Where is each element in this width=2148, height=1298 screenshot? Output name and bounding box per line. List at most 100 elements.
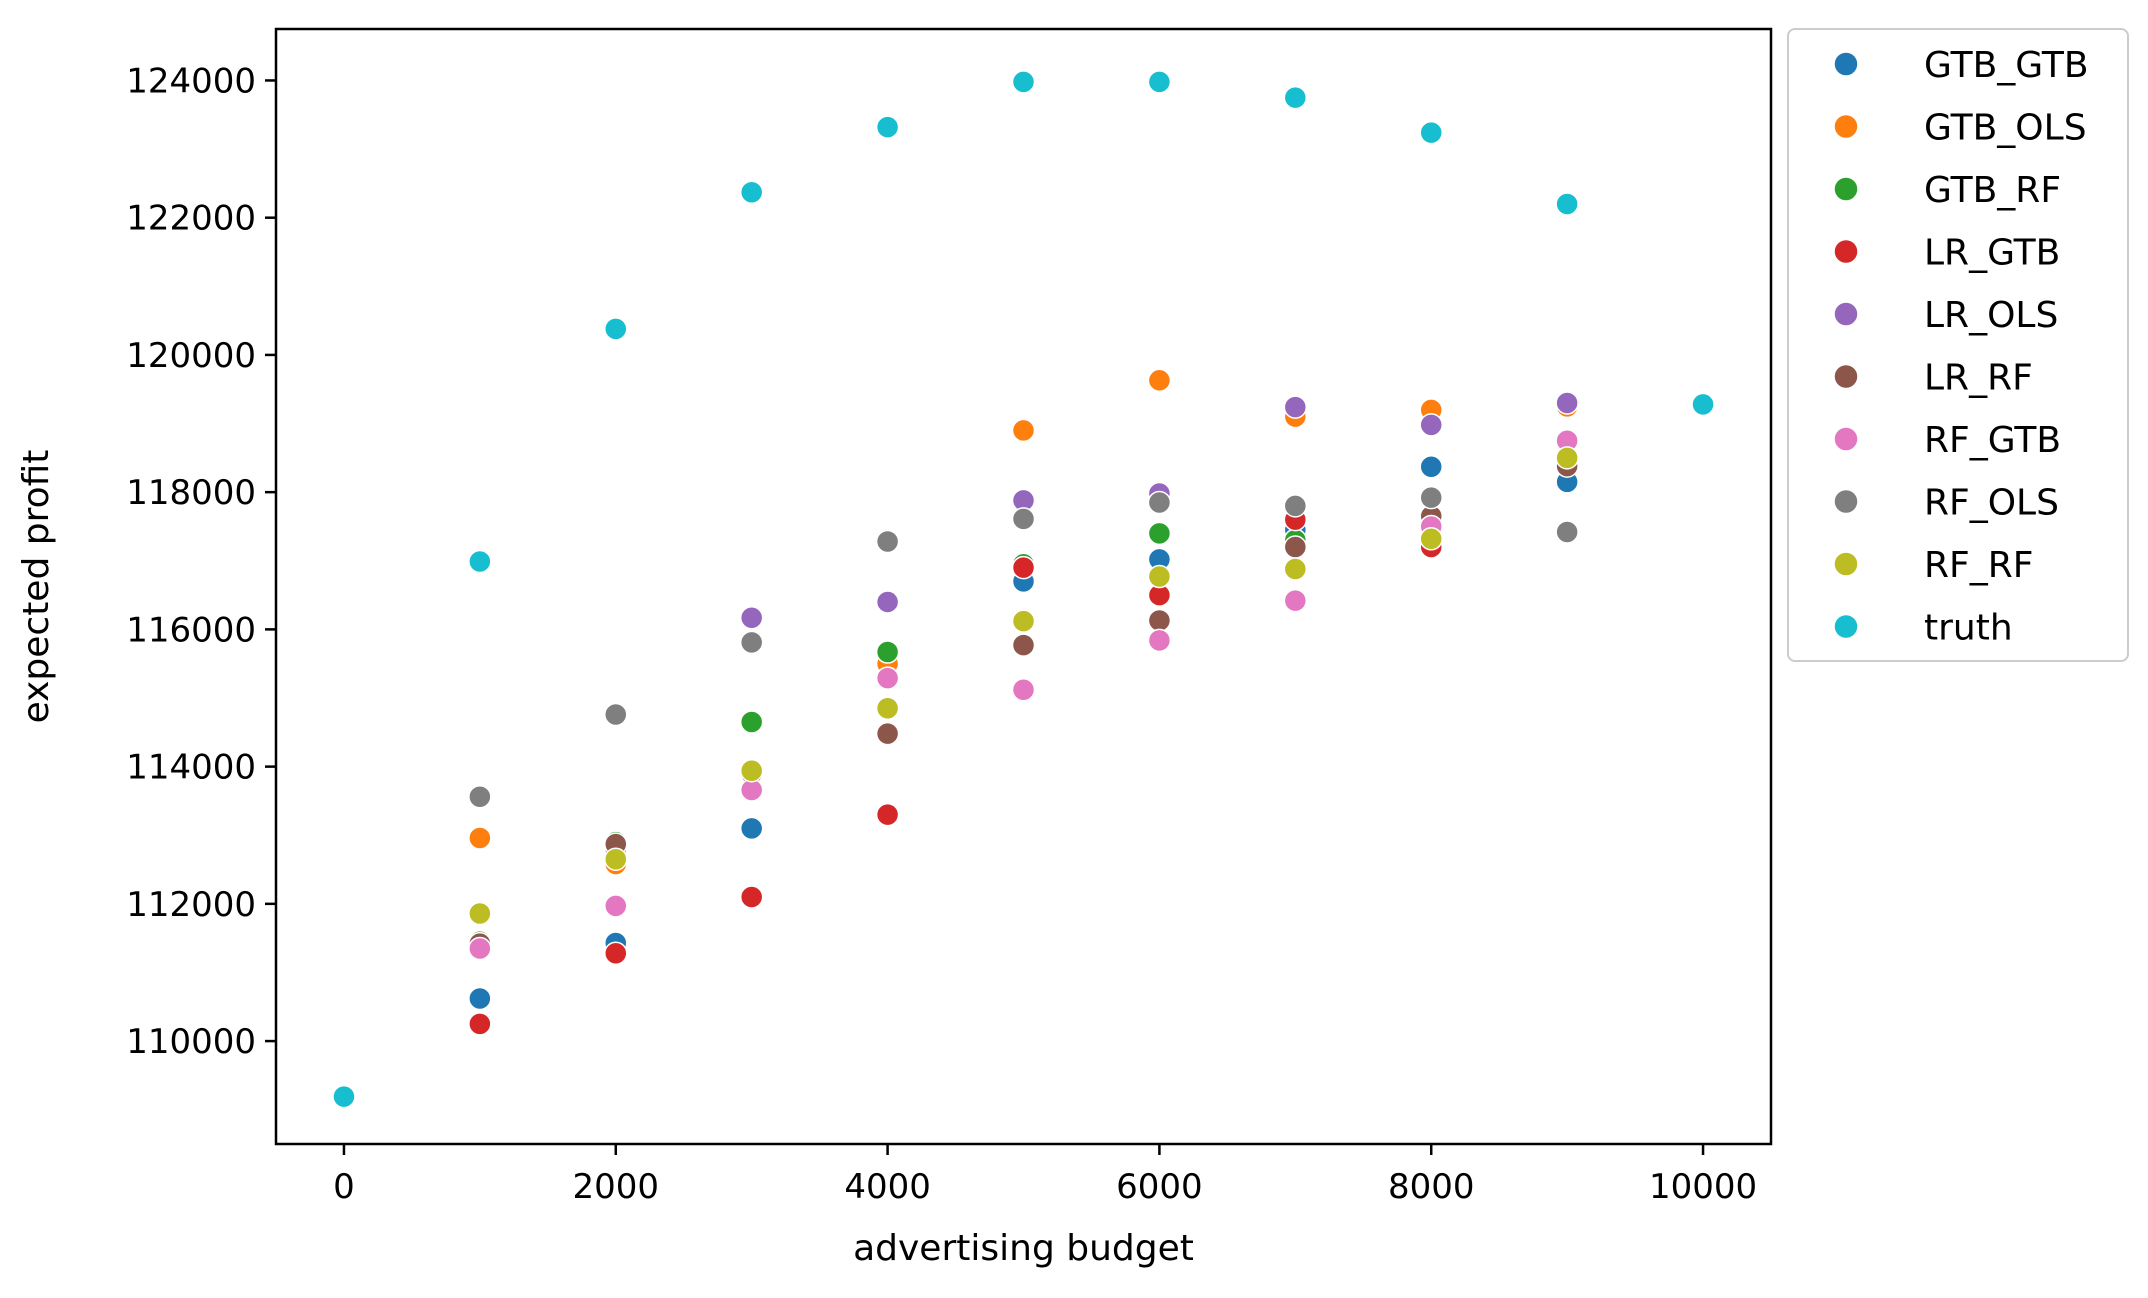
y-tick-label: 114000 <box>126 748 256 788</box>
data-point-rf-ols <box>1011 507 1036 531</box>
y-axis-label: expected profit <box>16 450 57 724</box>
data-point-rf-gtb <box>468 936 492 961</box>
data-point-lr-ols <box>739 605 764 630</box>
legend-marker-gtb-rf <box>1833 176 1859 202</box>
data-point-rf-rf <box>739 758 764 783</box>
data-point-truth <box>332 1084 356 1109</box>
data-point-rf-ols <box>1555 520 1579 544</box>
legend-marker-rf-rf <box>1833 551 1859 577</box>
data-point-gtb-gtb <box>1419 455 1443 479</box>
data-point-lr-gtb <box>1011 555 1036 580</box>
data-point-rf-rf <box>1555 446 1579 470</box>
legend-entries: GTB_GTB GTB_OLS GTB_RF LR_GTB LR_OLS LR_RF RF_… <box>1833 45 2089 649</box>
x-tick-label: 0 <box>333 1167 355 1207</box>
legend-frame <box>1787 28 2129 662</box>
x-tick-label: 4000 <box>844 1167 931 1207</box>
data-point-rf-rf <box>1011 609 1036 633</box>
y-tick-label: 110000 <box>126 1022 256 1062</box>
data-point-gtb-ols <box>1011 418 1036 443</box>
legend-marker-lr-rf <box>1833 363 1859 390</box>
data-point-lr-ols <box>1555 391 1579 415</box>
data-point-rf-rf <box>1419 527 1443 551</box>
data-point-lr-rf <box>875 721 900 746</box>
y-tick-label: 122000 <box>126 199 256 239</box>
data-point-truth <box>604 317 628 341</box>
y-tick-label: 116000 <box>126 610 256 650</box>
y-tick-label: 112000 <box>126 885 256 925</box>
data-point-gtb-rf <box>1147 521 1172 546</box>
data-point-rf-rf <box>1283 557 1308 581</box>
data-point-rf-ols <box>1419 485 1443 510</box>
x-axis-label: advertising budget <box>853 1228 1194 1269</box>
data-point-rf-ols <box>739 630 764 655</box>
data-point-rf-ols <box>468 785 492 809</box>
data-point-truth <box>1419 120 1443 145</box>
data-point-lr-ols <box>1419 413 1443 437</box>
series-rf-rf <box>468 446 1579 926</box>
series-rf-ols <box>468 485 1579 809</box>
data-point-rf-gtb <box>604 894 628 918</box>
data-point-gtb-rf <box>739 710 764 734</box>
x-tick-label: 2000 <box>573 1167 660 1207</box>
legend-label-rf-ols: RF_OLS <box>1924 483 2059 524</box>
data-points-layer <box>332 70 1715 1109</box>
data-point-truth <box>1147 70 1172 94</box>
legend-label-gtb-ols: GTB_OLS <box>1924 108 2087 149</box>
y-tick-label: 124000 <box>126 61 256 101</box>
data-point-lr-ols <box>875 590 900 614</box>
legend-marker-gtb-gtb <box>1833 51 1859 77</box>
data-point-lr-rf <box>1011 633 1036 657</box>
data-point-gtb-gtb <box>739 816 764 841</box>
x-tick-label: 10000 <box>1649 1167 1757 1207</box>
y-tick-label: 120000 <box>126 336 256 376</box>
legend-label-truth: truth <box>1924 608 2013 649</box>
series-rf-gtb <box>468 428 1579 961</box>
data-point-rf-gtb <box>1147 628 1172 653</box>
legend-label-lr-gtb: LR_GTB <box>1924 233 2060 274</box>
data-point-rf-ols <box>1147 490 1172 515</box>
data-point-rf-gtb <box>875 666 900 690</box>
data-point-truth <box>468 549 492 574</box>
legend-marker-rf-gtb <box>1833 426 1859 452</box>
data-point-gtb-rf <box>875 640 900 664</box>
data-point-gtb-ols <box>468 826 492 850</box>
data-point-lr-gtb <box>604 941 628 965</box>
data-point-rf-rf <box>1147 564 1172 589</box>
data-point-truth <box>1283 85 1308 110</box>
data-point-lr-ols <box>1283 395 1308 419</box>
data-point-lr-gtb <box>739 885 764 909</box>
legend: GTB_GTB GTB_OLS GTB_RF LR_GTB LR_OLS LR_RF RF_… <box>1787 28 2129 662</box>
data-point-rf-rf <box>468 901 492 926</box>
data-point-truth <box>739 180 764 205</box>
legend-marker-rf-ols <box>1833 488 1859 515</box>
data-point-rf-ols <box>875 529 900 554</box>
legend-marker-truth <box>1833 613 1859 640</box>
data-point-rf-ols <box>604 702 628 727</box>
data-point-lr-rf <box>1147 608 1172 633</box>
legend-marker-lr-ols <box>1833 301 1859 327</box>
series-lr-ols <box>468 391 1579 957</box>
series-truth <box>332 70 1715 1109</box>
data-point-rf-ols <box>1283 494 1308 518</box>
legend-label-lr-ols: LR_OLS <box>1924 295 2058 336</box>
legend-label-rf-rf: RF_RF <box>1924 545 2033 586</box>
data-point-lr-rf <box>1283 535 1308 559</box>
data-point-truth <box>1555 192 1579 216</box>
series-lr-gtb <box>468 449 1579 1036</box>
data-point-gtb-gtb <box>468 986 492 1011</box>
plot-area-frame <box>274 27 1773 1146</box>
x-tick-label: 8000 <box>1388 1167 1475 1207</box>
x-tick-label: 6000 <box>1116 1167 1203 1207</box>
legend-label-lr-rf: LR_RF <box>1924 358 2033 399</box>
data-point-lr-gtb <box>468 1012 492 1036</box>
data-point-truth <box>1011 70 1036 94</box>
data-point-rf-rf <box>604 847 628 871</box>
data-point-rf-rf <box>875 696 900 721</box>
series-gtb-gtb <box>468 455 1579 1011</box>
axes-layer: 0 2000 4000 6000 8000 10000 110000 112000 114000… <box>126 61 1757 1207</box>
data-point-rf-gtb <box>1011 678 1036 702</box>
legend-marker-gtb-ols <box>1833 113 1859 140</box>
data-point-rf-gtb <box>1283 588 1308 613</box>
legend-label-rf-gtb: RF_GTB <box>1924 420 2061 461</box>
